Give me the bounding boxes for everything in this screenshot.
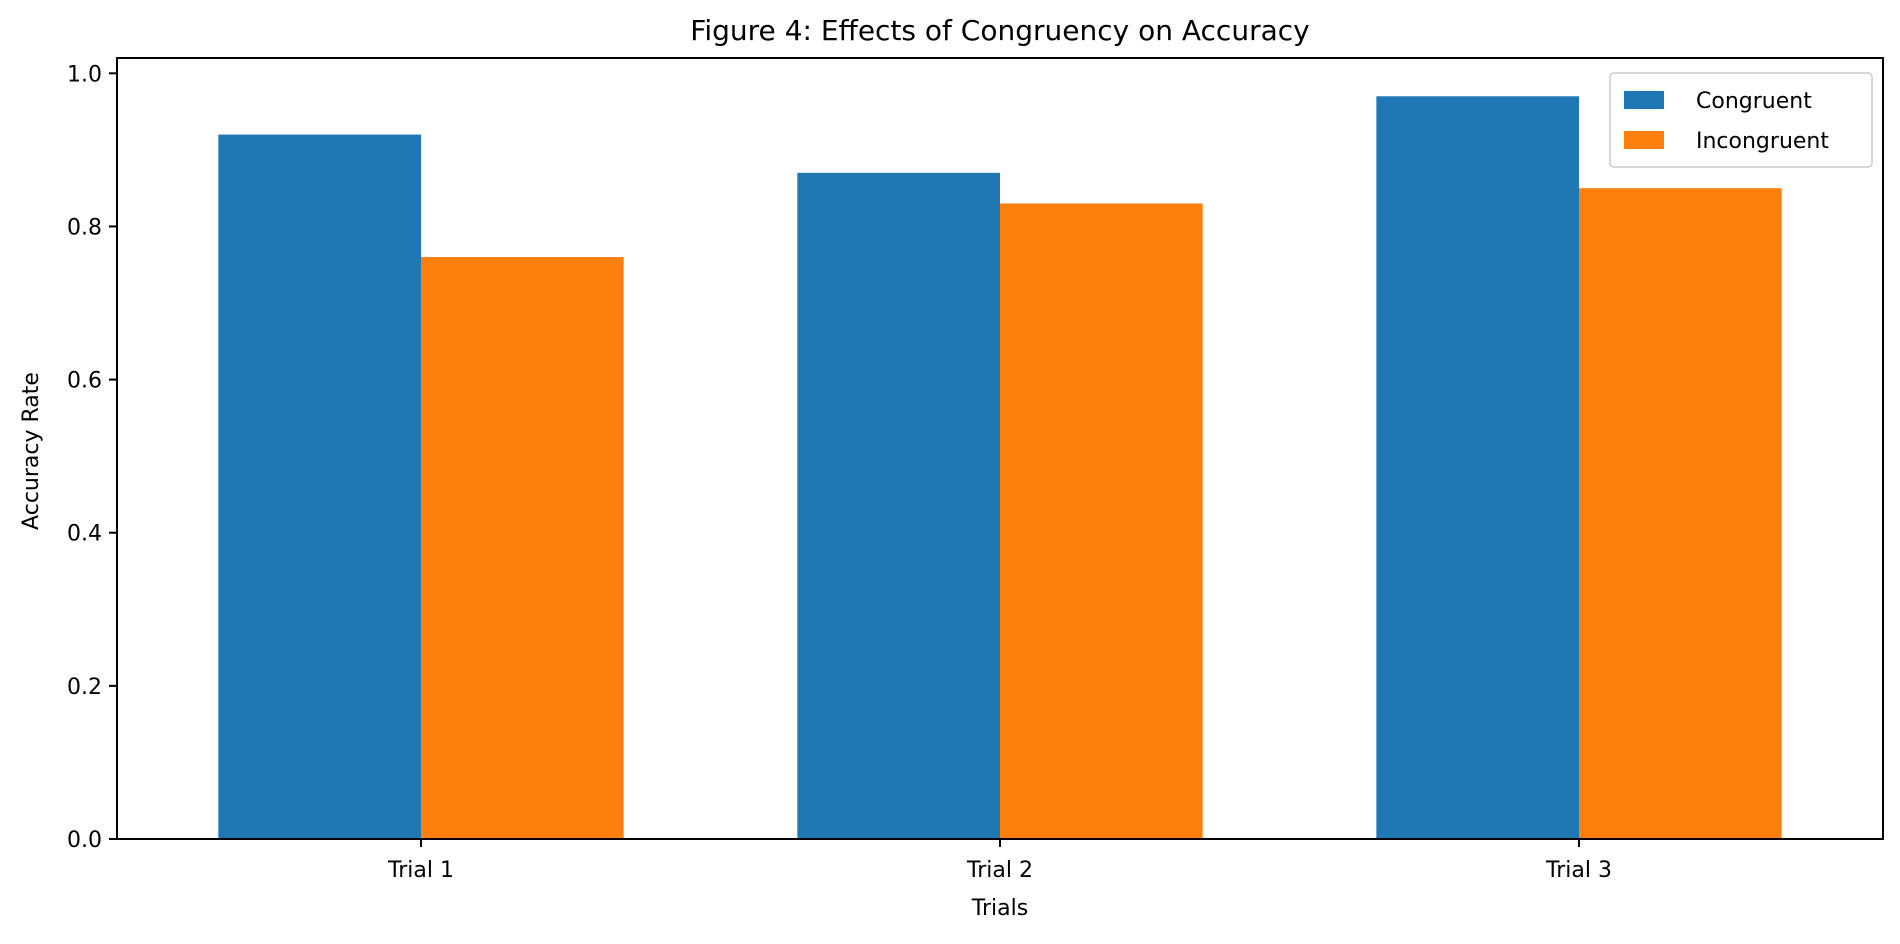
y-axis-label: Accuracy Rate	[19, 372, 44, 530]
bar-congruent-1	[218, 134, 421, 840]
bar-incongruent-1	[420, 257, 624, 839]
x-axis-label: Trials	[971, 896, 1028, 921]
bar-incongruent-2	[1000, 203, 1203, 839]
y-tick-label: 0.6	[67, 369, 102, 394]
bar-congruent-2	[797, 172, 1000, 840]
ticks-layer: 0.0 0.2 0.4 0.6 0.8 1.0 Trial 1 Trial 2 Trial 3	[67, 62, 1612, 883]
legend-swatch-congruent	[1624, 91, 1664, 109]
legend: Congruent Incongruent	[1609, 72, 1873, 168]
y-tick-label: 1.0	[67, 62, 102, 87]
bars-layer	[218, 96, 1782, 840]
legend-swatch-incongruent	[1624, 131, 1664, 149]
bar-incongruent-3	[1579, 188, 1782, 839]
x-tick-label: Trial 2	[966, 858, 1033, 883]
y-tick-label: 0.4	[67, 522, 102, 547]
legend-box	[1609, 72, 1873, 168]
bar-congruent-3	[1376, 96, 1580, 840]
legend-label-congruent: Congruent	[1696, 89, 1812, 114]
y-tick-label: 0.0	[67, 828, 102, 853]
plot-frame	[116, 57, 1884, 840]
legend-label-incongruent: Incongruent	[1696, 129, 1829, 154]
x-tick-label: Trial 1	[387, 858, 454, 883]
y-tick-label: 0.8	[67, 215, 102, 240]
x-tick-label: Trial 3	[1545, 858, 1612, 883]
y-tick-label: 0.2	[67, 675, 102, 700]
chart-title: Figure 4: Effects of Congruency on Accur…	[690, 14, 1309, 47]
